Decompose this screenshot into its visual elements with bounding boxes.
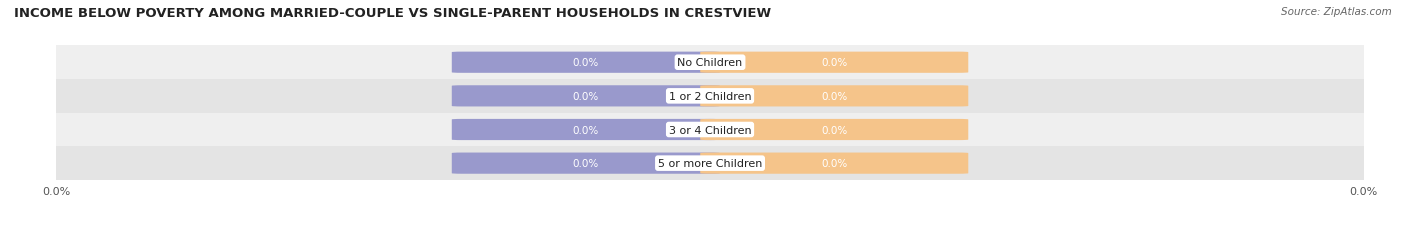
Text: 0.0%: 0.0% — [572, 158, 599, 168]
Text: INCOME BELOW POVERTY AMONG MARRIED-COUPLE VS SINGLE-PARENT HOUSEHOLDS IN CRESTVI: INCOME BELOW POVERTY AMONG MARRIED-COUPL… — [14, 7, 770, 20]
FancyBboxPatch shape — [451, 119, 720, 140]
Text: 3 or 4 Children: 3 or 4 Children — [669, 125, 751, 135]
Bar — [56, 113, 1364, 147]
Text: Source: ZipAtlas.com: Source: ZipAtlas.com — [1281, 7, 1392, 17]
FancyBboxPatch shape — [700, 86, 969, 107]
Bar — [56, 147, 1364, 180]
FancyBboxPatch shape — [451, 52, 720, 73]
Bar — [56, 46, 1364, 80]
FancyBboxPatch shape — [700, 153, 969, 174]
FancyBboxPatch shape — [700, 119, 969, 140]
Bar — [56, 80, 1364, 113]
FancyBboxPatch shape — [451, 153, 720, 174]
Text: 0.0%: 0.0% — [821, 125, 848, 135]
Text: 0.0%: 0.0% — [572, 125, 599, 135]
Text: 0.0%: 0.0% — [821, 91, 848, 101]
FancyBboxPatch shape — [451, 86, 720, 107]
Text: 5 or more Children: 5 or more Children — [658, 158, 762, 168]
Text: 1 or 2 Children: 1 or 2 Children — [669, 91, 751, 101]
Text: 0.0%: 0.0% — [572, 91, 599, 101]
Text: No Children: No Children — [678, 58, 742, 68]
Text: 0.0%: 0.0% — [821, 58, 848, 68]
Text: 0.0%: 0.0% — [572, 58, 599, 68]
FancyBboxPatch shape — [700, 52, 969, 73]
Text: 0.0%: 0.0% — [821, 158, 848, 168]
